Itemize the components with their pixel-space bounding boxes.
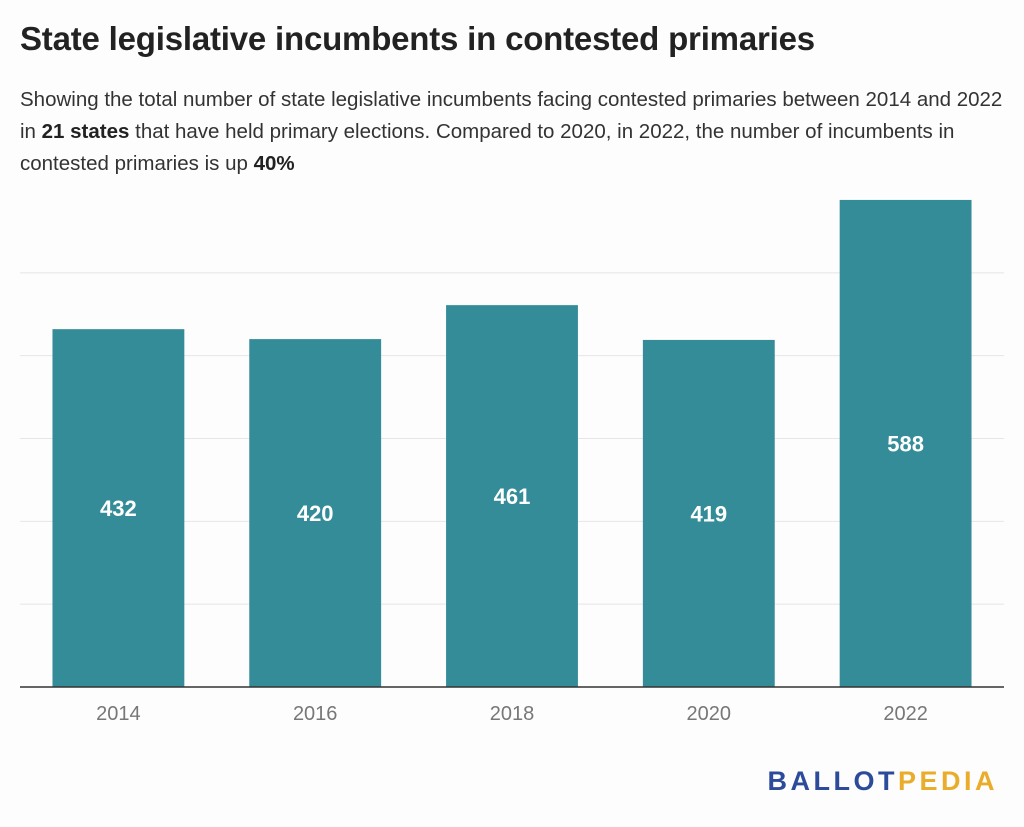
bar-chart: 432 2014 420 2016 461 2018 419 2020 588 2022 [20, 199, 1004, 725]
subtitle-bold-percent: 40% [253, 152, 295, 175]
subtitle-text-2: that have held primary elections. Compar… [20, 120, 955, 175]
bar-2016 [249, 339, 382, 687]
bar-2018 [446, 305, 578, 687]
data-label-2020: 419 [690, 501, 727, 526]
data-label-2014: 432 [100, 496, 137, 521]
x-tick-label-2020: 2020 [687, 703, 732, 725]
subtitle-bold-states: 21 states [41, 120, 130, 143]
data-label-2016: 420 [297, 501, 334, 526]
subtitle-text-1: Showing the total number of state legisl… [20, 88, 1003, 143]
data-label-2018: 461 [494, 484, 531, 509]
x-tick-label-2022: 2022 [883, 703, 928, 725]
x-tick-label-2018: 2018 [490, 703, 535, 725]
ballotpedia-logo: BALLOTPEDIA [767, 766, 998, 797]
logo-part-pedia: PEDIA [897, 766, 998, 796]
bar-2022 [839, 199, 972, 687]
x-tick-label-2014: 2014 [96, 703, 141, 725]
chart-title: State legislative incumbents in conteste… [20, 20, 815, 57]
logo-part-ballot: BALLOT [767, 766, 898, 796]
chart-subtitle: Showing the total number of state legisl… [20, 84, 1010, 180]
x-tick-label-2016: 2016 [293, 703, 338, 725]
bar-2020 [642, 339, 775, 687]
bar-2014 [52, 329, 185, 687]
data-label-2022: 588 [887, 431, 924, 456]
